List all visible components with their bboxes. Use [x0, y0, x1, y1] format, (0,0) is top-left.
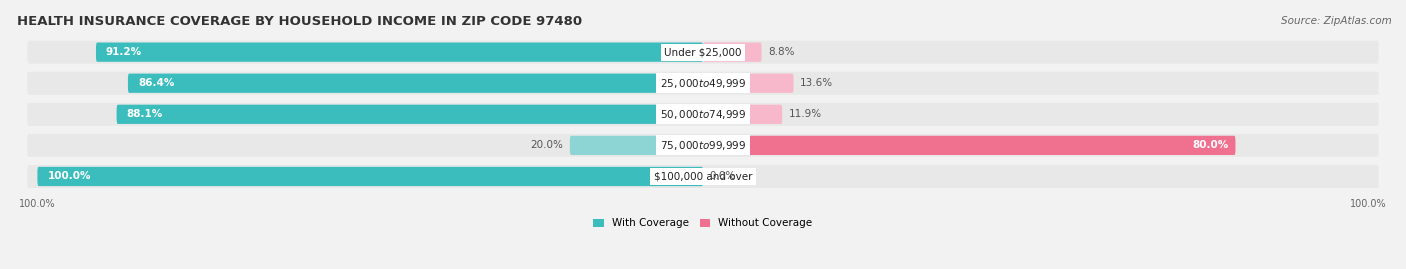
Text: 8.8%: 8.8% [768, 47, 794, 57]
Text: 13.6%: 13.6% [800, 78, 834, 88]
Text: 11.9%: 11.9% [789, 109, 823, 119]
FancyBboxPatch shape [28, 41, 1378, 64]
Text: 20.0%: 20.0% [530, 140, 564, 150]
FancyBboxPatch shape [703, 136, 1236, 155]
FancyBboxPatch shape [703, 43, 762, 62]
FancyBboxPatch shape [703, 74, 793, 93]
FancyBboxPatch shape [28, 134, 1378, 157]
FancyBboxPatch shape [569, 136, 703, 155]
FancyBboxPatch shape [96, 43, 703, 62]
Text: $75,000 to $99,999: $75,000 to $99,999 [659, 139, 747, 152]
Text: $25,000 to $49,999: $25,000 to $49,999 [659, 77, 747, 90]
Text: 0.0%: 0.0% [710, 171, 735, 182]
FancyBboxPatch shape [38, 167, 703, 186]
Text: Source: ZipAtlas.com: Source: ZipAtlas.com [1281, 16, 1392, 26]
Text: 88.1%: 88.1% [127, 109, 163, 119]
FancyBboxPatch shape [117, 105, 703, 124]
Text: 91.2%: 91.2% [105, 47, 142, 57]
Text: HEALTH INSURANCE COVERAGE BY HOUSEHOLD INCOME IN ZIP CODE 97480: HEALTH INSURANCE COVERAGE BY HOUSEHOLD I… [17, 15, 582, 28]
Text: Under $25,000: Under $25,000 [664, 47, 742, 57]
Text: $50,000 to $74,999: $50,000 to $74,999 [659, 108, 747, 121]
Text: $100,000 and over: $100,000 and over [654, 171, 752, 182]
Text: 86.4%: 86.4% [138, 78, 174, 88]
FancyBboxPatch shape [703, 105, 782, 124]
FancyBboxPatch shape [28, 165, 1378, 188]
FancyBboxPatch shape [128, 74, 703, 93]
Legend: With Coverage, Without Coverage: With Coverage, Without Coverage [589, 214, 817, 233]
FancyBboxPatch shape [28, 72, 1378, 95]
Text: 80.0%: 80.0% [1192, 140, 1229, 150]
FancyBboxPatch shape [28, 103, 1378, 126]
Text: 100.0%: 100.0% [48, 171, 91, 182]
